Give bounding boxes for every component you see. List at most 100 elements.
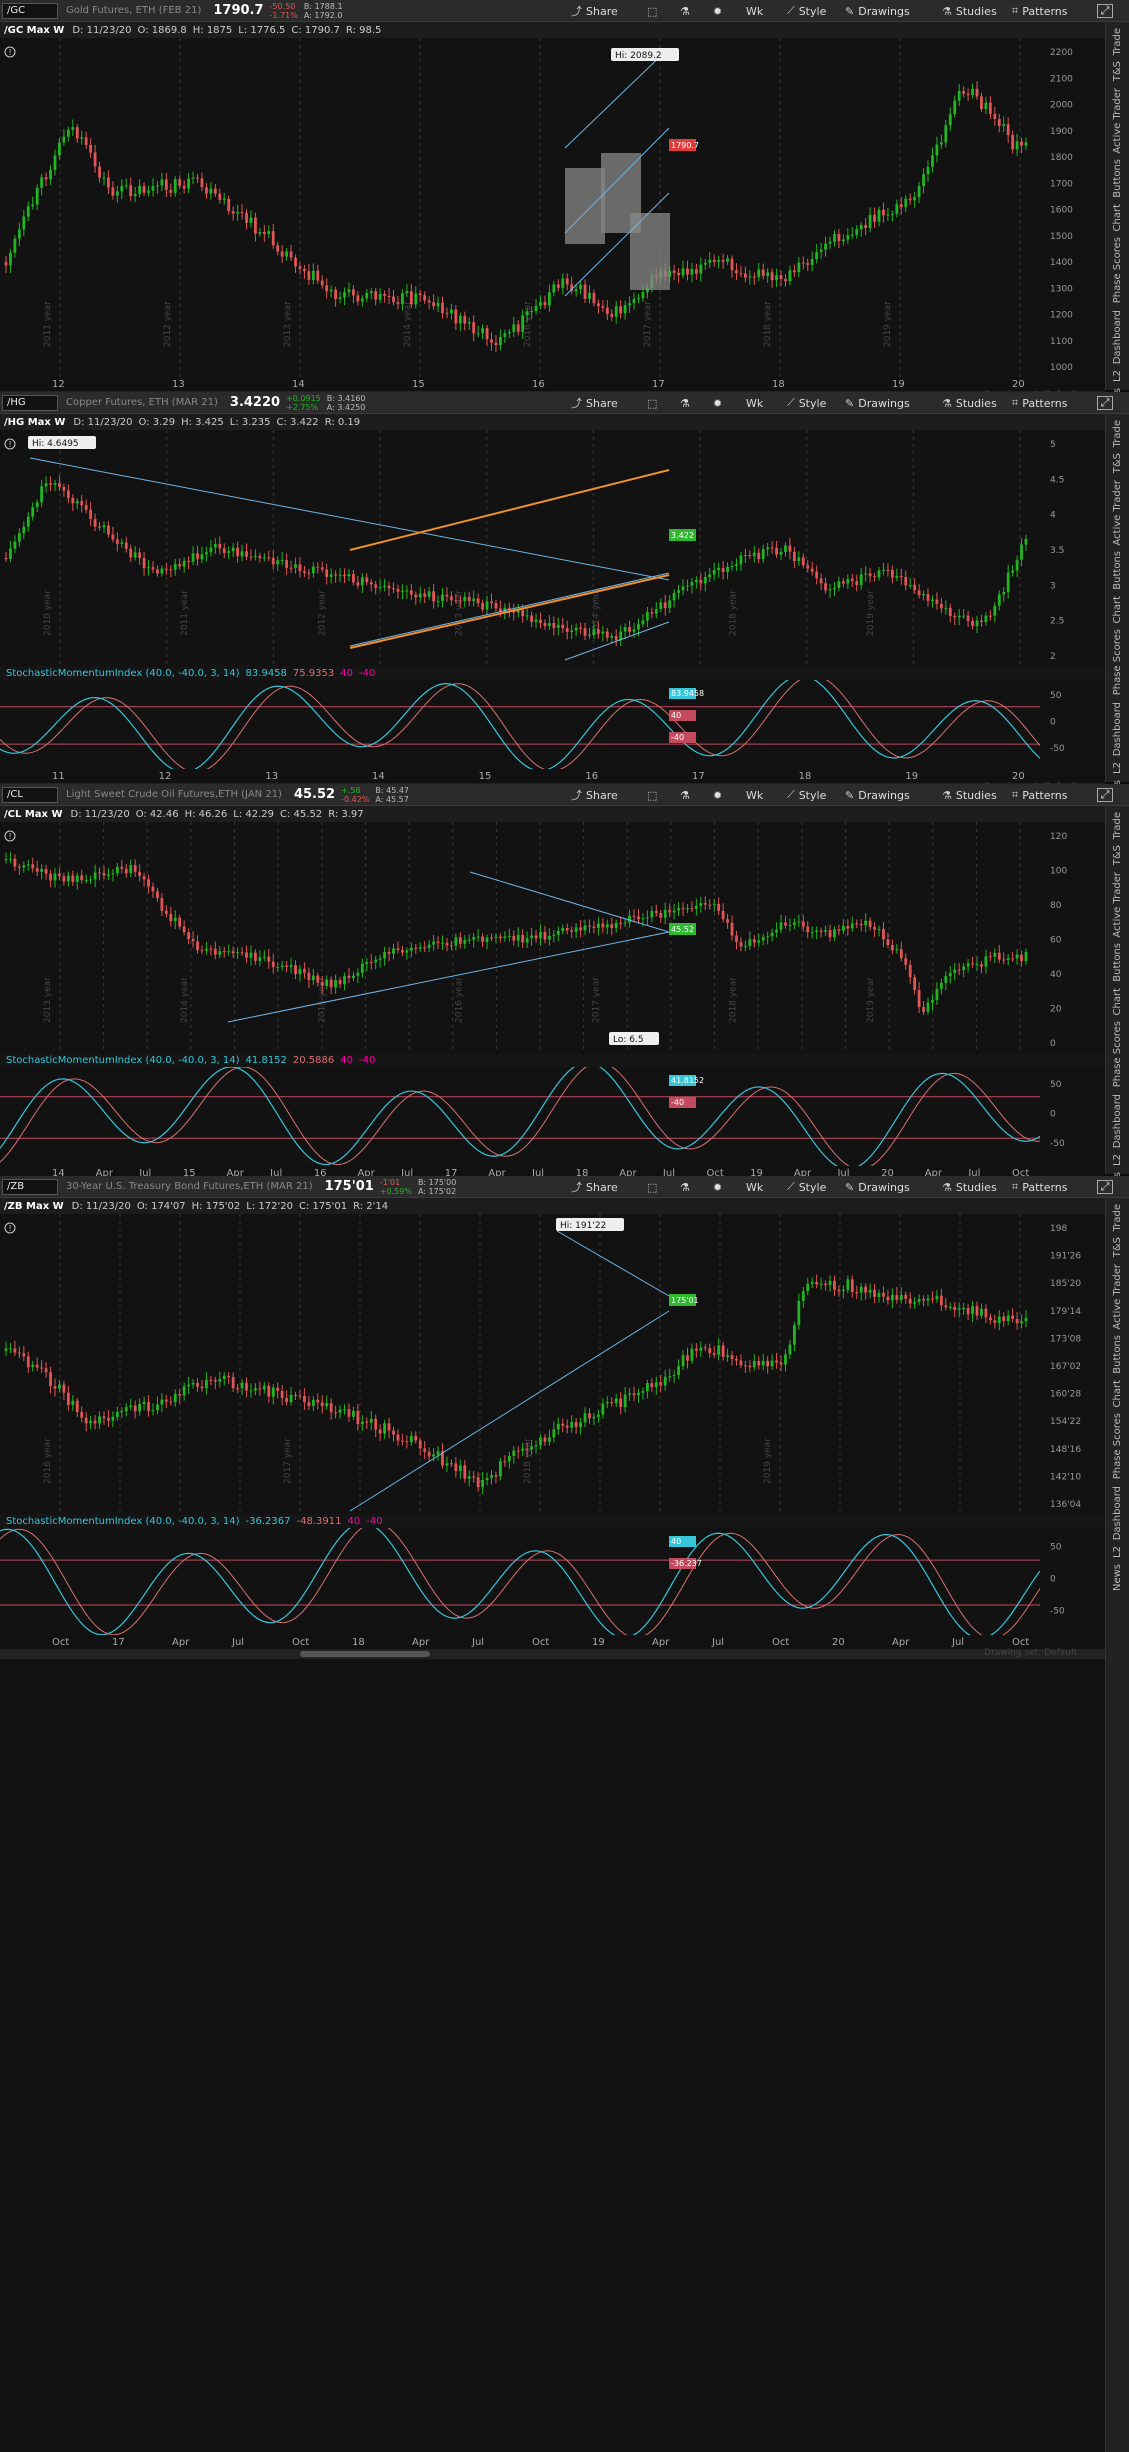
scrollbar-thumb[interactable] xyxy=(300,1651,430,1657)
sidebar-tab-chart[interactable]: Chart xyxy=(1112,987,1123,1016)
maximize-button[interactable]: ⤢ xyxy=(1097,788,1113,802)
patterns-button[interactable]: ⌗ Patterns xyxy=(1012,0,1068,22)
snapshot-icon[interactable]: ⬚ xyxy=(647,788,658,802)
sidebar-tab-dashboard[interactable]: Dashboard xyxy=(1112,1093,1123,1148)
price-chart[interactable]: 2013 year 2014 year 2015 year 2016 year 2017… xyxy=(0,822,1105,1053)
price-chart[interactable]: 2016 year 2017 year 2018 year 2019 year 198 1… xyxy=(0,1214,1105,1514)
sidebar-tab-l2[interactable]: L2 xyxy=(1112,762,1123,774)
trendline[interactable] xyxy=(29,457,670,581)
trendline[interactable] xyxy=(227,931,670,1023)
snapshot-icon[interactable]: ⬚ xyxy=(647,396,658,410)
info-icon[interactable]: ! xyxy=(4,438,16,450)
gear-icon[interactable]: ✹ xyxy=(713,396,723,410)
sidebar-tab-trade[interactable]: Trade xyxy=(1112,812,1123,840)
sidebar-tab-chart[interactable]: Chart xyxy=(1112,203,1123,232)
period-button[interactable]: Wk xyxy=(746,784,763,806)
style-button[interactable]: ⟋ Style xyxy=(787,0,826,22)
style-button[interactable]: ⟋ Style xyxy=(787,784,826,806)
sidebar-tab-l2[interactable]: L2 xyxy=(1112,1546,1123,1558)
trendline[interactable] xyxy=(349,574,670,649)
sidebar-tab-buttons[interactable]: Buttons xyxy=(1112,551,1123,590)
studies-button[interactable]: ⚗ Studies xyxy=(942,392,997,414)
sidebar-tab-chart[interactable]: Chart xyxy=(1112,1379,1123,1408)
trendline[interactable] xyxy=(349,1310,670,1512)
flask-icon[interactable]: ⚗ xyxy=(680,4,690,18)
sidebar-tab-trade[interactable]: Trade xyxy=(1112,420,1123,448)
drawings-button[interactable]: ✎ Drawings xyxy=(845,784,910,806)
sidebar-tab-t-s[interactable]: T&S xyxy=(1112,1237,1123,1258)
style-button[interactable]: ⟋ Style xyxy=(787,1176,826,1198)
flask-icon[interactable]: ⚗ xyxy=(680,1180,690,1194)
sidebar-tab-l2[interactable]: L2 xyxy=(1112,1154,1123,1166)
trendline[interactable] xyxy=(556,1230,670,1297)
flask-icon[interactable]: ⚗ xyxy=(680,396,690,410)
sidebar-tab-phase-scores[interactable]: Phase Scores xyxy=(1112,629,1123,696)
trendline[interactable] xyxy=(564,127,670,234)
maximize-button[interactable]: ⤢ xyxy=(1097,396,1113,410)
price-chart[interactable]: 2010 year 2011 year 2012 year 2013 year 2014… xyxy=(0,430,1105,666)
sidebar-tab-trade[interactable]: Trade xyxy=(1112,1204,1123,1232)
stochastic-chart[interactable]: 50 0 -50 41.8152 -40 xyxy=(0,1067,1105,1166)
drawings-button[interactable]: ✎ Drawings xyxy=(845,392,910,414)
info-icon[interactable]: ! xyxy=(4,46,16,58)
symbol-input[interactable]: /HG xyxy=(2,394,58,411)
gear-icon[interactable]: ✹ xyxy=(713,1180,723,1194)
trendline[interactable] xyxy=(564,47,670,149)
snapshot-icon[interactable]: ⬚ xyxy=(647,1180,658,1194)
sidebar-tab-news[interactable]: News xyxy=(1112,1563,1123,1591)
studies-button[interactable]: ⚗ Studies xyxy=(942,784,997,806)
info-icon[interactable]: ! xyxy=(4,830,16,842)
share-button[interactable]: ⤴ Share xyxy=(571,392,618,414)
sidebar-tab-buttons[interactable]: Buttons xyxy=(1112,1335,1123,1374)
horizontal-scrollbar[interactable]: Drawing set: Default xyxy=(0,1648,1105,1659)
stochastic-chart[interactable]: 50 0 -50 83.9458 40 -40 xyxy=(0,680,1105,769)
patterns-button[interactable]: ⌗ Patterns xyxy=(1012,392,1068,414)
studies-button[interactable]: ⚗ Studies xyxy=(942,0,997,22)
patterns-button[interactable]: ⌗ Patterns xyxy=(1012,784,1068,806)
trendline[interactable] xyxy=(349,469,670,551)
flask-icon[interactable]: ⚗ xyxy=(680,788,690,802)
period-button[interactable]: Wk xyxy=(746,1176,763,1198)
maximize-button[interactable]: ⤢ xyxy=(1097,4,1113,18)
sidebar-tab-phase-scores[interactable]: Phase Scores xyxy=(1112,1413,1123,1480)
trendline[interactable] xyxy=(564,621,670,661)
trendline[interactable] xyxy=(349,572,670,647)
snapshot-icon[interactable]: ⬚ xyxy=(647,4,658,18)
trendline[interactable] xyxy=(469,871,670,933)
sidebar-tab-phase-scores[interactable]: Phase Scores xyxy=(1112,1021,1123,1088)
sidebar-tab-l2[interactable]: L2 xyxy=(1112,370,1123,382)
sidebar-tab-active-trader[interactable]: Active Trader xyxy=(1112,479,1123,546)
sidebar-tab-trade[interactable]: Trade xyxy=(1112,28,1123,56)
sidebar-tab-phase-scores[interactable]: Phase Scores xyxy=(1112,237,1123,304)
drawings-button[interactable]: ✎ Drawings xyxy=(845,1176,910,1198)
sidebar-tab-active-trader[interactable]: Active Trader xyxy=(1112,1263,1123,1330)
drawings-button[interactable]: ✎ Drawings xyxy=(845,0,910,22)
period-button[interactable]: Wk xyxy=(746,392,763,414)
symbol-input[interactable]: /ZB xyxy=(2,1178,58,1195)
sidebar-tab-active-trader[interactable]: Active Trader xyxy=(1112,87,1123,154)
studies-button[interactable]: ⚗ Studies xyxy=(942,1176,997,1198)
sidebar-tab-t-s[interactable]: T&S xyxy=(1112,845,1123,866)
stochastic-chart[interactable]: 50 0 -50 40 -36.237 xyxy=(0,1528,1105,1635)
sidebar-tab-active-trader[interactable]: Active Trader xyxy=(1112,871,1123,938)
share-button[interactable]: ⤴ Share xyxy=(571,0,618,22)
sidebar-tab-dashboard[interactable]: Dashboard xyxy=(1112,1485,1123,1540)
patterns-button[interactable]: ⌗ Patterns xyxy=(1012,1176,1068,1198)
sidebar-tab-dashboard[interactable]: Dashboard xyxy=(1112,701,1123,756)
trendline[interactable] xyxy=(564,192,670,297)
sidebar-tab-dashboard[interactable]: Dashboard xyxy=(1112,309,1123,364)
gear-icon[interactable]: ✹ xyxy=(713,788,723,802)
share-button[interactable]: ⤴ Share xyxy=(571,1176,618,1198)
symbol-input[interactable]: /GC xyxy=(2,2,58,19)
sidebar-tab-buttons[interactable]: Buttons xyxy=(1112,943,1123,982)
style-button[interactable]: ⟋ Style xyxy=(787,392,826,414)
sidebar-tab-t-s[interactable]: T&S xyxy=(1112,61,1123,82)
sidebar-tab-t-s[interactable]: T&S xyxy=(1112,453,1123,474)
gear-icon[interactable]: ✹ xyxy=(713,4,723,18)
share-button[interactable]: ⤴ Share xyxy=(571,784,618,806)
sidebar-tab-chart[interactable]: Chart xyxy=(1112,595,1123,624)
info-icon[interactable]: ! xyxy=(4,1222,16,1234)
period-button[interactable]: Wk xyxy=(746,0,763,22)
symbol-input[interactable]: /CL xyxy=(2,786,58,803)
maximize-button[interactable]: ⤢ xyxy=(1097,1180,1113,1194)
